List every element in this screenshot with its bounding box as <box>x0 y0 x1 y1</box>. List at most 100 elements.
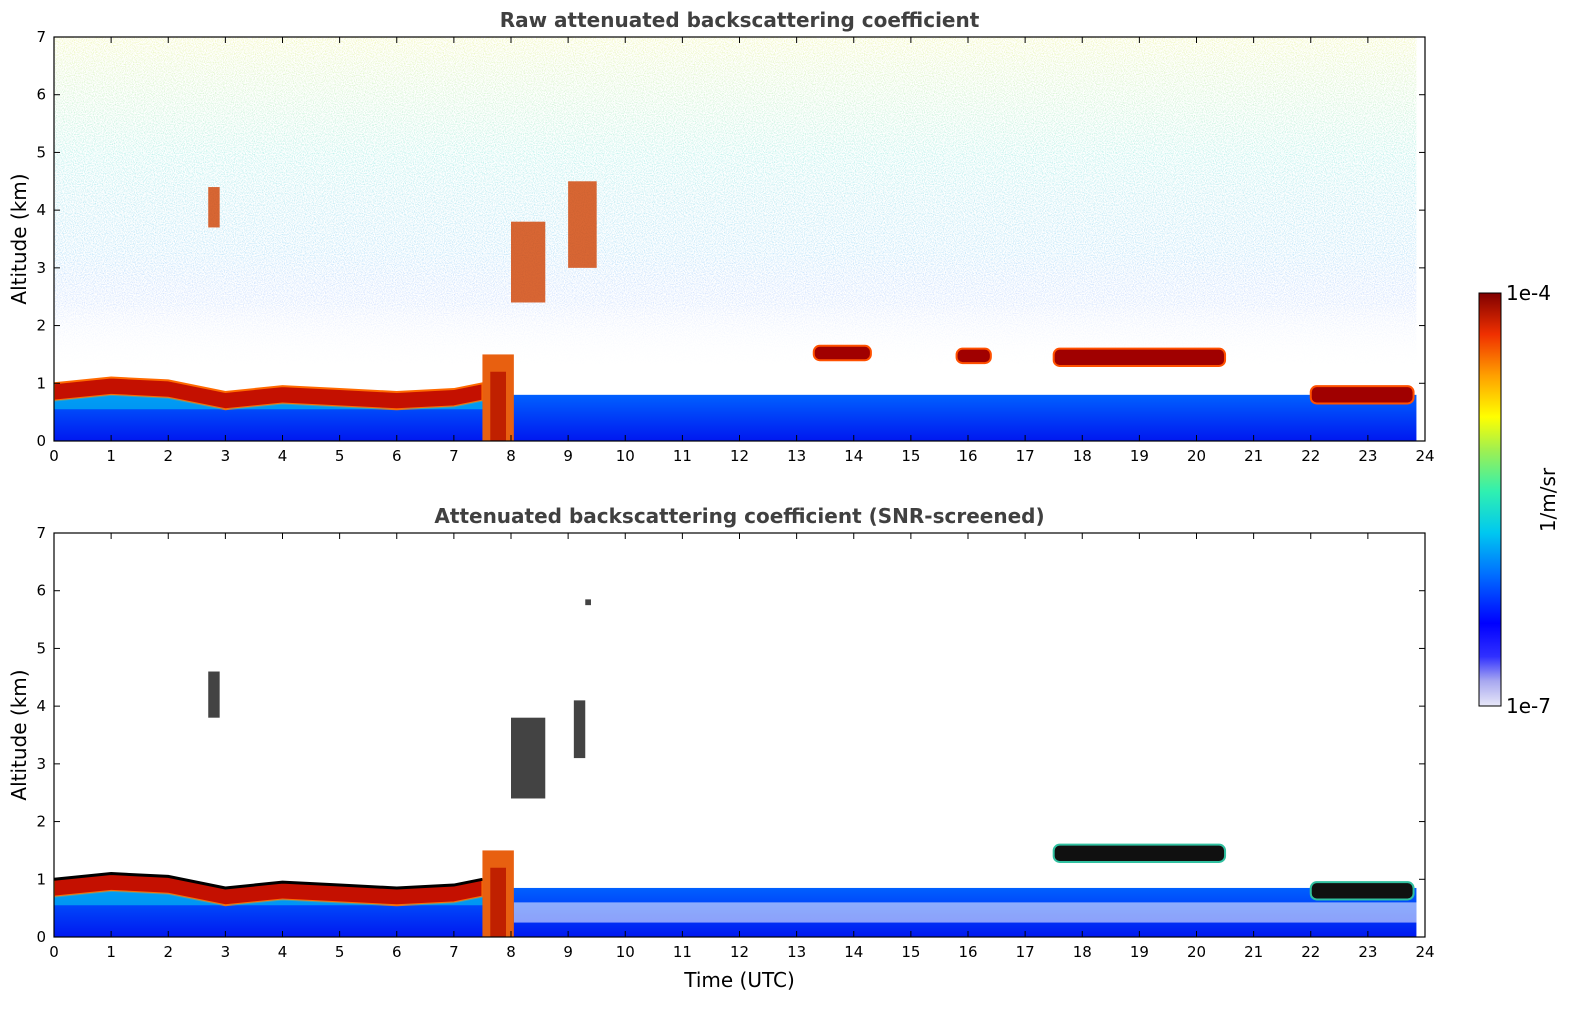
y-axis-label: Altitude (km) <box>7 669 31 800</box>
x-tick-label: 7 <box>449 447 459 465</box>
plot-frame <box>53 532 1426 938</box>
x-tick-label: 20 <box>1187 447 1206 465</box>
x-tick-label: 9 <box>563 943 573 961</box>
x-tick-label: 7 <box>449 943 459 961</box>
y-tick-label: 3 <box>36 259 46 277</box>
x-tick-label: 24 <box>1415 943 1434 961</box>
elevated-cloud <box>208 671 220 718</box>
elevated-cloud <box>511 221 546 303</box>
x-tick-label: 19 <box>1130 447 1149 465</box>
x-tick-label: 23 <box>1358 943 1377 961</box>
x-tick-label: 4 <box>278 943 288 961</box>
elevated-cloud <box>208 187 220 228</box>
y-tick-label: 2 <box>36 813 46 831</box>
y-tick-label: 1 <box>36 374 46 392</box>
y-tick-label: 5 <box>36 639 46 657</box>
thick-cloud-core <box>490 371 507 441</box>
raw-backscatter-panel: Raw attenuated backscattering coefficien… <box>7 8 1435 465</box>
panel-title: Attenuated backscattering coefficient (S… <box>434 504 1044 528</box>
x-tick-label: 17 <box>1016 943 1035 961</box>
y-tick-label: 3 <box>36 755 46 773</box>
cloud-layer <box>1309 385 1415 405</box>
x-tick-label: 15 <box>901 447 920 465</box>
x-tick-label: 20 <box>1187 943 1206 961</box>
x-tick-label: 5 <box>335 943 345 961</box>
thick-cloud-core <box>490 867 507 937</box>
y-tick-label: 6 <box>36 582 46 600</box>
x-tick-label: 0 <box>49 943 59 961</box>
plot-area <box>54 37 1417 441</box>
y-tick-label: 2 <box>36 317 46 335</box>
x-tick-label: 22 <box>1301 447 1320 465</box>
x-tick-label: 15 <box>901 943 920 961</box>
colorbar-gradient <box>1478 292 1502 707</box>
x-tick-label: 10 <box>616 447 635 465</box>
plot-area <box>54 599 1417 937</box>
x-tick-label: 1 <box>106 943 116 961</box>
x-tick-label: 16 <box>958 447 977 465</box>
x-tick-label: 16 <box>958 943 977 961</box>
y-tick-label: 7 <box>36 524 46 542</box>
x-tick-label: 12 <box>730 447 749 465</box>
x-axis-label: Time (UTC) <box>683 968 795 992</box>
y-tick-label: 5 <box>36 143 46 161</box>
x-tick-label: 14 <box>844 943 863 961</box>
y-tick-label: 6 <box>36 86 46 104</box>
cloud-layer <box>955 347 992 365</box>
x-tick-label: 14 <box>844 447 863 465</box>
x-tick-label: 0 <box>49 447 59 465</box>
x-tick-label: 21 <box>1244 943 1263 961</box>
x-tick-label: 18 <box>1073 447 1092 465</box>
noise-field <box>54 37 1417 372</box>
x-tick-label: 19 <box>1130 943 1149 961</box>
cloud-layer <box>1052 843 1227 863</box>
x-tick-label: 2 <box>163 943 173 961</box>
boundary-layer-base <box>54 394 483 410</box>
y-tick-label: 0 <box>36 432 46 450</box>
colorbar-max-label: 1e-4 <box>1506 281 1551 305</box>
y-tick-label: 7 <box>36 28 46 46</box>
screened-backscatter-panel: Attenuated backscattering coefficient (S… <box>7 504 1435 992</box>
cloud-layer <box>1052 347 1227 367</box>
x-tick-label: 9 <box>563 447 573 465</box>
elevated-cloud <box>511 717 546 799</box>
x-tick-label: 18 <box>1073 943 1092 961</box>
y-tick-label: 1 <box>36 870 46 888</box>
x-tick-label: 13 <box>787 447 806 465</box>
colorbar: 1e-4 1e-7 1/m/sr <box>1478 281 1560 718</box>
y-tick-label: 4 <box>36 201 46 219</box>
x-tick-label: 1 <box>106 447 116 465</box>
colorbar-unit-label: 1/m/sr <box>1536 467 1560 532</box>
x-tick-label: 2 <box>163 447 173 465</box>
panel-title: Raw attenuated backscattering coefficien… <box>500 8 980 32</box>
x-tick-label: 4 <box>278 447 288 465</box>
x-tick-label: 11 <box>673 447 692 465</box>
x-tick-label: 13 <box>787 943 806 961</box>
x-tick-label: 23 <box>1358 447 1377 465</box>
cloud-layer <box>1309 881 1415 901</box>
elevated-cloud <box>573 700 586 759</box>
y-tick-label: 0 <box>36 928 46 946</box>
x-tick-label: 8 <box>506 943 516 961</box>
x-tick-label: 11 <box>673 943 692 961</box>
y-axis-label: Altitude (km) <box>7 173 31 304</box>
x-tick-label: 21 <box>1244 447 1263 465</box>
x-tick-label: 12 <box>730 943 749 961</box>
x-tick-label: 5 <box>335 447 345 465</box>
screened-gap <box>513 902 1417 923</box>
cloud-layer <box>812 344 872 362</box>
x-tick-label: 6 <box>392 447 402 465</box>
elevated-cloud <box>568 181 597 268</box>
x-tick-label: 3 <box>221 943 231 961</box>
elevated-cloud <box>585 599 591 606</box>
x-tick-label: 3 <box>221 447 231 465</box>
x-tick-label: 6 <box>392 943 402 961</box>
colorbar-min-label: 1e-7 <box>1506 694 1551 718</box>
x-tick-label: 17 <box>1016 447 1035 465</box>
x-tick-label: 24 <box>1415 447 1434 465</box>
boundary-layer-top <box>54 872 483 890</box>
x-tick-label: 10 <box>616 943 635 961</box>
x-tick-label: 8 <box>506 447 516 465</box>
y-tick-label: 4 <box>36 697 46 715</box>
